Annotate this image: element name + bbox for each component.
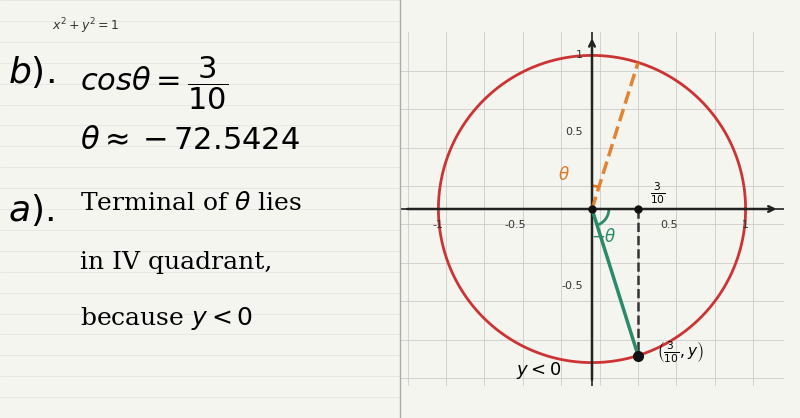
- Text: $b).$: $b).$: [8, 54, 54, 90]
- Text: -0.5: -0.5: [561, 281, 582, 291]
- Text: 1: 1: [742, 220, 749, 230]
- Text: $\frac{3}{10}$: $\frac{3}{10}$: [650, 181, 666, 206]
- Text: 0.5: 0.5: [660, 220, 678, 230]
- Text: 0.5: 0.5: [565, 127, 582, 137]
- Text: in IV quadrant,: in IV quadrant,: [80, 251, 272, 274]
- Text: $-\theta$: $-\theta$: [591, 228, 617, 246]
- Text: 1: 1: [576, 51, 582, 60]
- Text: $y < 0$: $y < 0$: [516, 360, 561, 381]
- Text: because $y<0$: because $y<0$: [80, 305, 253, 332]
- Text: $\theta \approx -72.5424$: $\theta \approx -72.5424$: [80, 125, 300, 156]
- Text: $x^2 + y^2 = 1$: $x^2 + y^2 = 1$: [52, 17, 119, 36]
- Text: -1: -1: [433, 220, 444, 230]
- Text: $\left(\frac{3}{10}, y\right)$: $\left(\frac{3}{10}, y\right)$: [657, 339, 703, 365]
- Text: $cos\theta = \dfrac{3}{10}$: $cos\theta = \dfrac{3}{10}$: [80, 54, 228, 112]
- Text: $\theta$: $\theta$: [558, 166, 570, 184]
- Text: $a).$: $a).$: [8, 192, 54, 228]
- Text: -0.5: -0.5: [504, 220, 526, 230]
- Text: Terminal of $\theta$ lies: Terminal of $\theta$ lies: [80, 192, 302, 215]
